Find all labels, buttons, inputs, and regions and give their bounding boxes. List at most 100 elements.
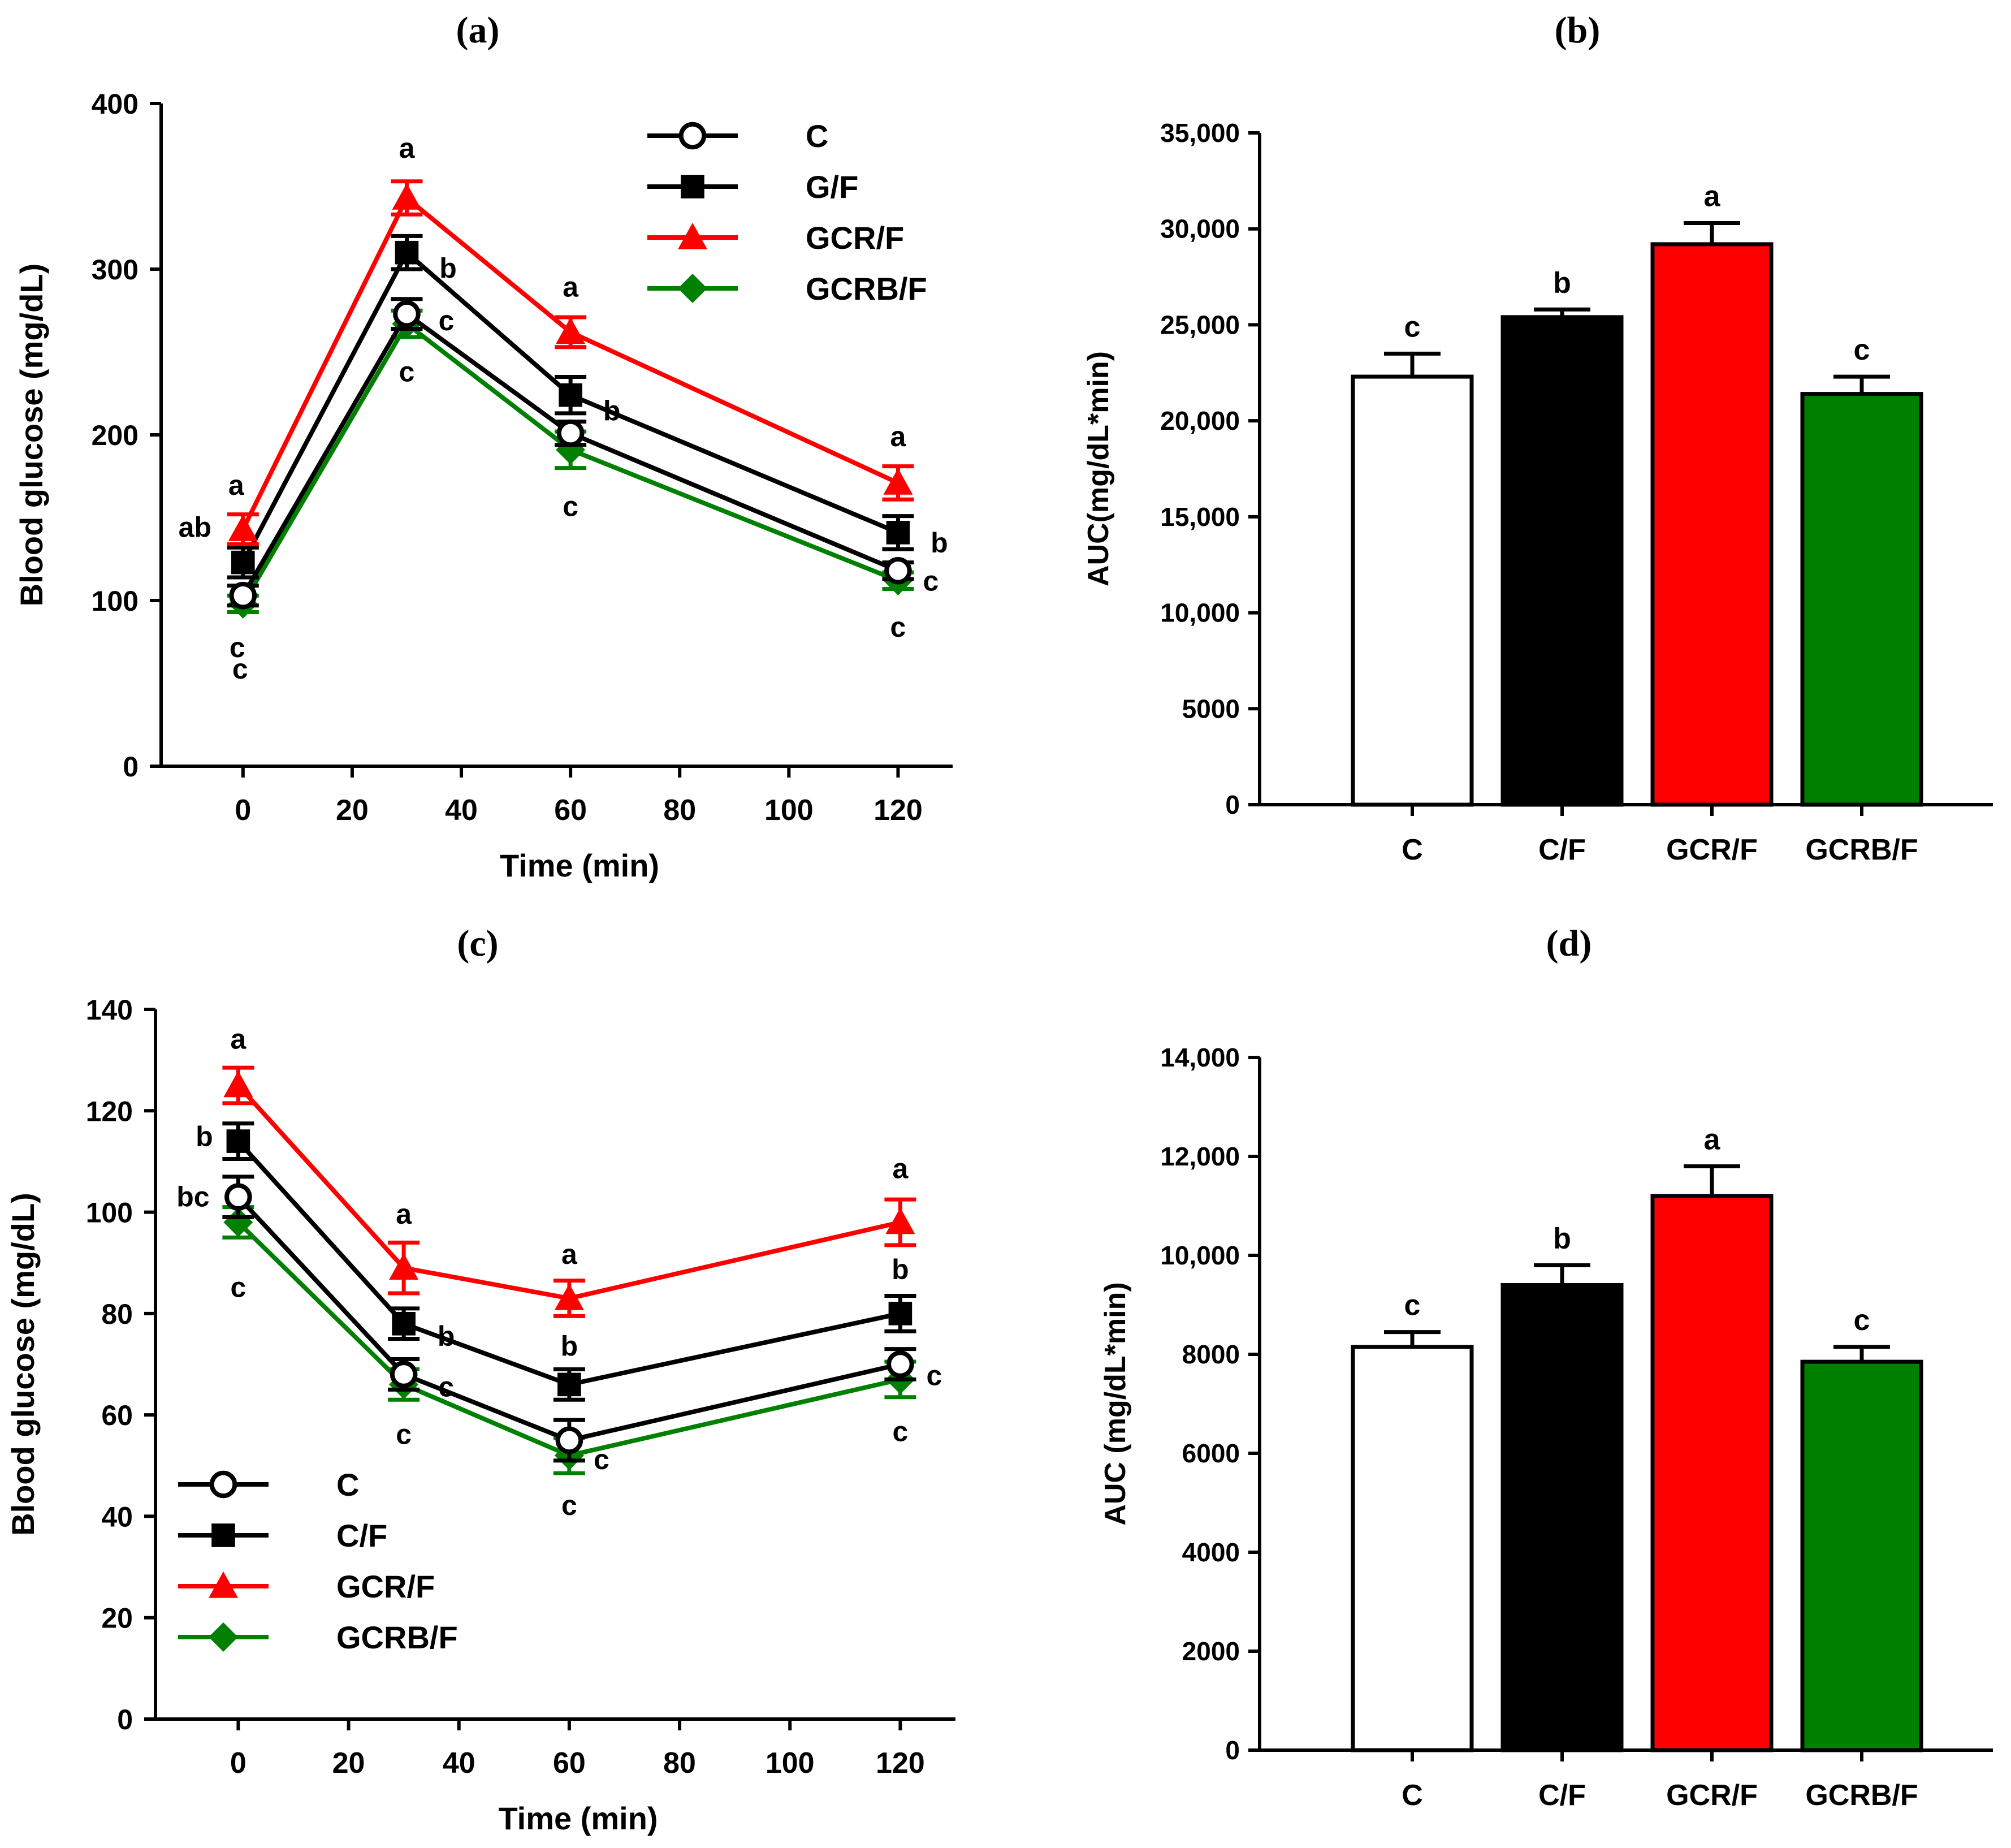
y-tick-label: 2000 <box>1182 1637 1240 1666</box>
significance-label: c <box>1404 1289 1421 1322</box>
y-tick-label: 25,000 <box>1160 310 1240 339</box>
panel-label: (a) <box>456 10 500 51</box>
series-g-f <box>227 234 914 580</box>
significance-label: c <box>893 1415 909 1447</box>
y-tick-label: 20 <box>101 1603 133 1634</box>
significance-label: c <box>232 653 248 685</box>
y-tick-label: 14,000 <box>1160 1043 1240 1072</box>
significance-label: c <box>230 1272 246 1303</box>
bar-c <box>1351 1345 1474 1752</box>
y-tick-label: 6000 <box>1182 1439 1240 1468</box>
series-line <box>236 1139 901 1387</box>
legend: C C/F GCR/F GCRB/F <box>178 1467 458 1655</box>
legend-label: C/F <box>336 1518 387 1553</box>
bar-c-f <box>1500 315 1624 807</box>
x-tick-label: 80 <box>663 1747 696 1780</box>
x-tick-label: 120 <box>873 794 923 827</box>
significance-label: c <box>563 490 578 522</box>
x-tick-label: 120 <box>876 1747 925 1780</box>
x-tick-label: 100 <box>766 1747 815 1780</box>
panel-c: (c) 0 20 40 60 80 100 120 140 0 20 40 60 80 100 120 Time… <box>5 923 955 1836</box>
x-tick-label: GCR/F <box>1666 1779 1758 1812</box>
significance-label: b <box>931 527 948 559</box>
y-axis-label: AUC(mg/dL*min) <box>1082 351 1115 586</box>
y-tick-label: 0 <box>123 751 139 783</box>
significance-label: a <box>561 1238 578 1270</box>
data-point-marker <box>226 1129 250 1153</box>
x-tick-label: 60 <box>553 1747 586 1780</box>
panel-b: (b) 0 5000 10,000 15,000 20,000 25,000 30,000 35… <box>1082 10 1993 866</box>
y-axis-label: Blood glucose (mg/dL) <box>14 264 49 607</box>
y-tick-label: 12,000 <box>1160 1142 1240 1171</box>
series-line <box>241 320 899 605</box>
x-tick-label: GCRB/F <box>1805 834 1918 866</box>
panel-d: (d) 0 2000 4000 6000 8000 10,000 12,000 14,000 AU… <box>1099 923 1993 1812</box>
x-tick-label: C/F <box>1538 834 1586 866</box>
significance-label: c <box>923 565 939 597</box>
y-tick-label: 200 <box>92 420 139 451</box>
legend-marker <box>678 223 707 249</box>
series-gcr-f <box>222 1065 916 1318</box>
series-gcr-f <box>227 179 914 546</box>
data-point-marker <box>223 1070 253 1098</box>
data-point-marker <box>884 556 912 585</box>
legend-marker <box>678 274 707 303</box>
significance-label: c <box>561 1489 577 1521</box>
legend-label: GCR/F <box>806 220 904 256</box>
legend-label: C <box>806 118 828 154</box>
series-line <box>236 1220 901 1458</box>
series-c-f <box>222 1121 916 1402</box>
y-tick-label: 0 <box>1225 1735 1240 1765</box>
significance-label: c <box>439 305 455 336</box>
y-tick-label: 35,000 <box>1160 118 1240 148</box>
series-line <box>241 194 899 530</box>
y-tick-label: 100 <box>86 1197 133 1229</box>
panel-a: (a) 0 100 200 300 400 0 20 40 60 80 100 120 Time (min… <box>14 10 953 883</box>
significance-label: c <box>927 1360 942 1392</box>
data-point-marker <box>886 521 910 545</box>
significance-label: a <box>563 271 579 303</box>
y-tick-label: 140 <box>86 994 133 1026</box>
legend-marker <box>209 1571 238 1598</box>
bar-gcrb-f <box>1800 392 1923 807</box>
y-tick-label: 0 <box>1225 790 1240 819</box>
significance-label: a <box>230 1023 246 1055</box>
x-tick-label: 100 <box>764 794 814 827</box>
y-tick-label: 10,000 <box>1160 1241 1240 1270</box>
y-tick-label: 120 <box>86 1095 133 1127</box>
significance-label: bc <box>176 1181 209 1213</box>
data-point-marker <box>229 581 257 610</box>
significance-label: b <box>603 395 621 427</box>
significance-label: b <box>561 1330 578 1362</box>
y-tick-label: 30,000 <box>1160 214 1240 244</box>
data-point-marker <box>395 240 419 265</box>
significance-label: a <box>1704 180 1721 213</box>
significance-label: ab <box>179 512 211 543</box>
data-point-marker <box>557 1372 581 1397</box>
significance-label: b <box>1553 266 1571 299</box>
legend-label: C <box>336 1467 359 1502</box>
y-tick-label: 60 <box>101 1400 133 1431</box>
significance-label: c <box>1404 310 1421 343</box>
data-point-marker <box>224 1183 252 1211</box>
significance-label: a <box>399 132 416 164</box>
legend: C G/F GCR/F GCRB/F <box>647 118 927 306</box>
series-line <box>241 310 899 597</box>
x-axis-label: Time (min) <box>500 848 659 883</box>
x-tick-label: C <box>1402 834 1423 866</box>
y-axis-label: AUC (mg/dL*min) <box>1099 1282 1132 1525</box>
significance-label: a <box>396 1198 412 1230</box>
x-tick-label: 80 <box>663 794 696 827</box>
x-tick-label: 20 <box>336 794 369 827</box>
y-tick-label: 5000 <box>1182 694 1240 723</box>
legend-label: GCR/F <box>336 1569 435 1604</box>
data-point-marker <box>885 1207 915 1234</box>
data-point-marker <box>392 1311 416 1336</box>
legend-marker <box>681 175 704 198</box>
x-tick-label: 40 <box>443 1747 475 1780</box>
y-tick-label: 40 <box>101 1501 133 1532</box>
data-point-marker <box>883 468 913 495</box>
significance-label: c <box>1854 1304 1870 1337</box>
series-line <box>236 1195 901 1443</box>
